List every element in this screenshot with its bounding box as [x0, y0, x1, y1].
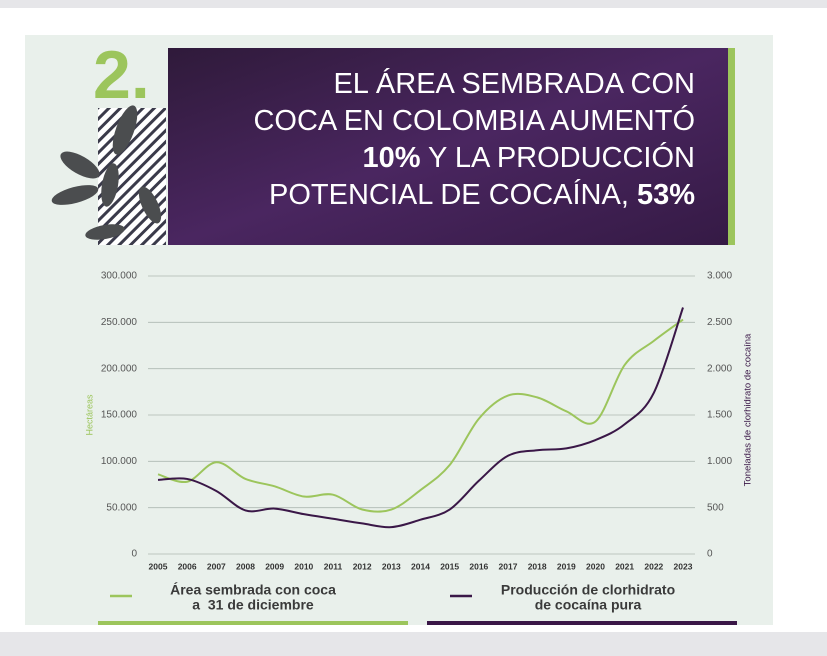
title-segment: EL ÁREA SEMBRADA CON [333, 67, 695, 100]
y2-tick-label: 500 [707, 502, 724, 513]
x-tick-label: 2014 [411, 561, 430, 571]
top-bar [0, 0, 827, 8]
x-tick-label: 2020 [586, 561, 605, 571]
x-tick-label: 2011 [324, 561, 343, 571]
x-tick-label: 2017 [499, 561, 518, 571]
x-tick-label: 2022 [644, 561, 663, 571]
series-line [157, 307, 684, 529]
y2-tick-label: 2.000 [707, 363, 732, 374]
x-tick-label: 2016 [469, 561, 488, 571]
x-tick-label: 2023 [674, 561, 693, 571]
y-tick-label: 0 [131, 549, 137, 560]
y-tick-label: 150.000 [101, 410, 138, 421]
series-line [157, 318, 684, 513]
x-tick-label: 2008 [236, 561, 255, 571]
legend-label: de cocaína pura [535, 597, 642, 613]
y-tick-label: 300.000 [101, 271, 138, 282]
y-tick-label: 50.000 [106, 502, 137, 513]
y-tick-label: 250.000 [101, 317, 138, 328]
x-tick-label: 2015 [440, 561, 459, 571]
x-tick-label: 2010 [294, 561, 313, 571]
y2-tick-label: 1.500 [707, 410, 732, 421]
title: EL ÁREA SEMBRADA CON COCA EN COLOMBIA AUM… [253, 67, 695, 211]
x-tick-label: 2019 [557, 561, 576, 571]
title-line: 10% Y LA PRODUCCIÓN [362, 141, 695, 174]
title-line: POTENCIAL DE COCAÍNA, 53% [269, 178, 695, 211]
x-tick-label: 2012 [353, 561, 372, 571]
title-segment: POTENCIAL DE COCAÍNA, [269, 178, 637, 211]
title-segment: 53% [637, 179, 695, 211]
legend-label: a 31 de diciembre [192, 597, 314, 613]
x-tick-label: 2006 [178, 561, 197, 571]
legend-underline [98, 621, 408, 625]
y2-tick-label: 2.500 [707, 317, 732, 328]
y-axis-label: Hectáreas [84, 394, 94, 436]
x-tick-label: 2007 [207, 561, 226, 571]
y2-tick-label: 3.000 [707, 271, 732, 282]
y2-axis-label: Toneladas de clorhidrato de cocaína [743, 333, 754, 486]
section-number: 2. [93, 37, 150, 113]
y-tick-label: 200.000 [101, 363, 138, 374]
x-tick-label: 2018 [528, 561, 547, 571]
y-tick-label: 100.000 [101, 456, 138, 467]
title-segment: 10% [362, 142, 420, 174]
y2-tick-label: 0 [707, 549, 713, 560]
x-tick-label: 2013 [382, 561, 401, 571]
x-tick-label: 2005 [149, 561, 168, 571]
title-line: EL ÁREA SEMBRADA CON [333, 67, 695, 100]
x-tick-label: 2021 [615, 561, 634, 571]
legend-label: Producción de clorhidrato [501, 582, 675, 598]
bottom-bar [0, 632, 827, 656]
title-line: COCA EN COLOMBIA AUMENTÓ [253, 104, 695, 137]
leaves [51, 105, 162, 240]
banner-edge [728, 48, 735, 245]
banner [168, 48, 728, 245]
title-segment: COCA EN COLOMBIA AUMENTÓ [253, 104, 695, 137]
legend-label: Área sembrada con coca [170, 582, 336, 598]
x-tick-label: 2009 [265, 561, 284, 571]
title-segment: Y LA PRODUCCIÓN [420, 141, 695, 174]
legend-underline [427, 621, 737, 625]
y2-tick-label: 1.000 [707, 456, 732, 467]
